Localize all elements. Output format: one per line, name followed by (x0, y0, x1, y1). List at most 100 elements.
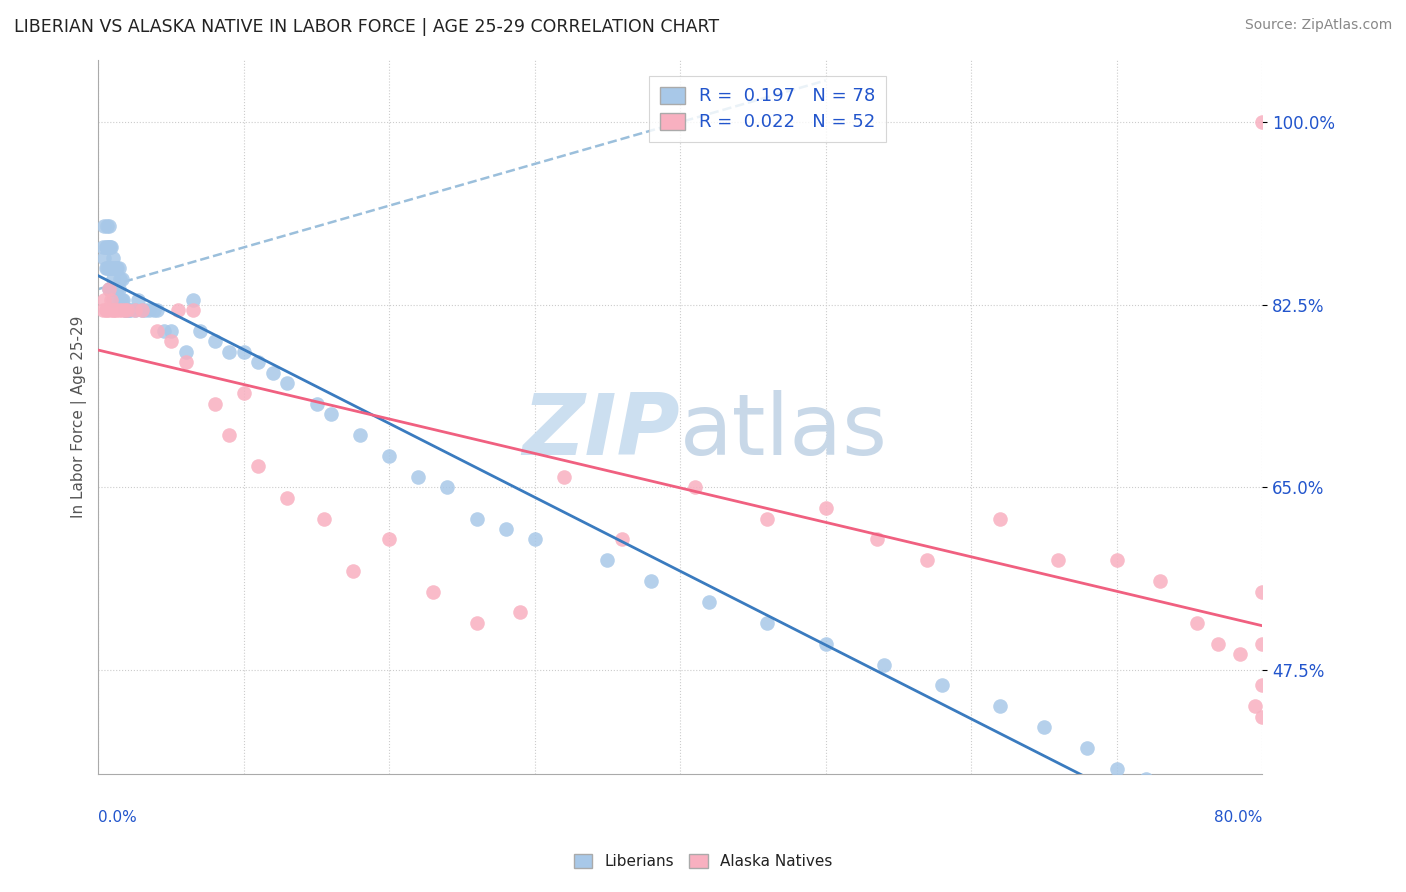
Point (422, 584, 444, 599)
Point (232, 386, 254, 401)
Point (174, 355, 197, 369)
Point (107, 282, 129, 296)
Point (111, 293, 134, 307)
Point (276, 376, 298, 390)
Point (142, 302, 165, 317)
Text: LIBERIAN VS ALASKA NATIVE IN LABOR FORCE | AGE 25-29 CORRELATION CHART: LIBERIAN VS ALASKA NATIVE IN LABOR FORCE… (14, 18, 720, 36)
Point (117, 302, 139, 317)
Legend: R =  0.197   N = 78, R =  0.022   N = 52: R = 0.197 N = 78, R = 0.022 N = 52 (648, 76, 886, 142)
Point (1251, 637, 1274, 651)
Point (1251, 115, 1274, 129)
Point (104, 302, 127, 317)
Point (523, 533, 546, 547)
Point (160, 334, 183, 349)
Point (101, 251, 124, 265)
Point (408, 470, 430, 484)
Point (105, 282, 128, 296)
Point (107, 261, 129, 276)
Point (596, 553, 619, 567)
Point (114, 302, 136, 317)
Point (1135, 772, 1157, 787)
Point (145, 324, 167, 338)
Point (91, 302, 114, 317)
Point (873, 657, 896, 672)
Point (1251, 678, 1274, 692)
Point (683, 480, 706, 494)
Point (188, 324, 211, 338)
Point (94, 240, 117, 254)
Point (465, 511, 488, 525)
Point (814, 637, 837, 651)
Point (93, 219, 115, 234)
Point (495, 522, 517, 536)
Point (814, 501, 837, 516)
Point (204, 397, 226, 411)
Point (118, 302, 141, 317)
Point (111, 271, 134, 285)
Point (124, 302, 146, 317)
Point (98, 282, 121, 296)
Legend: Liberians, Alaska Natives: Liberians, Alaska Natives (568, 848, 838, 875)
Point (204, 334, 226, 349)
Point (111, 302, 134, 317)
Point (145, 302, 167, 317)
Text: Source: ZipAtlas.com: Source: ZipAtlas.com (1244, 18, 1392, 32)
Point (115, 302, 138, 317)
Point (91, 240, 114, 254)
Point (218, 428, 240, 442)
Point (305, 397, 328, 411)
Point (97, 282, 120, 296)
Point (1105, 762, 1128, 776)
Point (124, 302, 146, 317)
Point (108, 293, 131, 307)
Point (97, 282, 120, 296)
Point (319, 407, 342, 421)
Point (101, 302, 124, 317)
Point (94, 302, 117, 317)
Point (756, 615, 779, 630)
Point (1032, 720, 1054, 734)
Point (610, 533, 633, 547)
Point (97, 219, 120, 234)
Point (262, 366, 284, 380)
Point (100, 282, 122, 296)
Point (104, 282, 127, 296)
Point (112, 293, 135, 307)
Text: 80.0%: 80.0% (1213, 810, 1263, 825)
Point (97, 240, 120, 254)
Point (553, 470, 575, 484)
Point (1105, 553, 1128, 567)
Point (100, 293, 122, 307)
Point (1047, 553, 1070, 567)
Point (96, 302, 118, 317)
Point (247, 355, 270, 369)
Point (93, 251, 115, 265)
Point (931, 678, 953, 692)
Text: 0.0%: 0.0% (98, 810, 138, 825)
Point (103, 302, 125, 317)
Point (436, 480, 458, 494)
Point (131, 302, 153, 317)
Text: atlas: atlas (681, 390, 889, 473)
Point (103, 261, 125, 276)
Y-axis label: In Labor Force | Age 25-29: In Labor Force | Age 25-29 (72, 316, 87, 518)
Point (117, 302, 139, 317)
Point (640, 574, 662, 589)
Point (100, 240, 122, 254)
Point (342, 564, 364, 578)
Point (153, 324, 176, 338)
Point (276, 491, 298, 505)
Point (94, 261, 117, 276)
Point (96, 261, 118, 276)
Point (134, 302, 156, 317)
Point (988, 699, 1011, 714)
Point (1251, 710, 1274, 724)
Point (100, 261, 122, 276)
Point (218, 344, 240, 359)
Point (697, 595, 720, 609)
Point (120, 302, 142, 317)
Point (174, 344, 197, 359)
Point (1185, 615, 1208, 630)
Point (378, 533, 401, 547)
Point (312, 511, 335, 525)
